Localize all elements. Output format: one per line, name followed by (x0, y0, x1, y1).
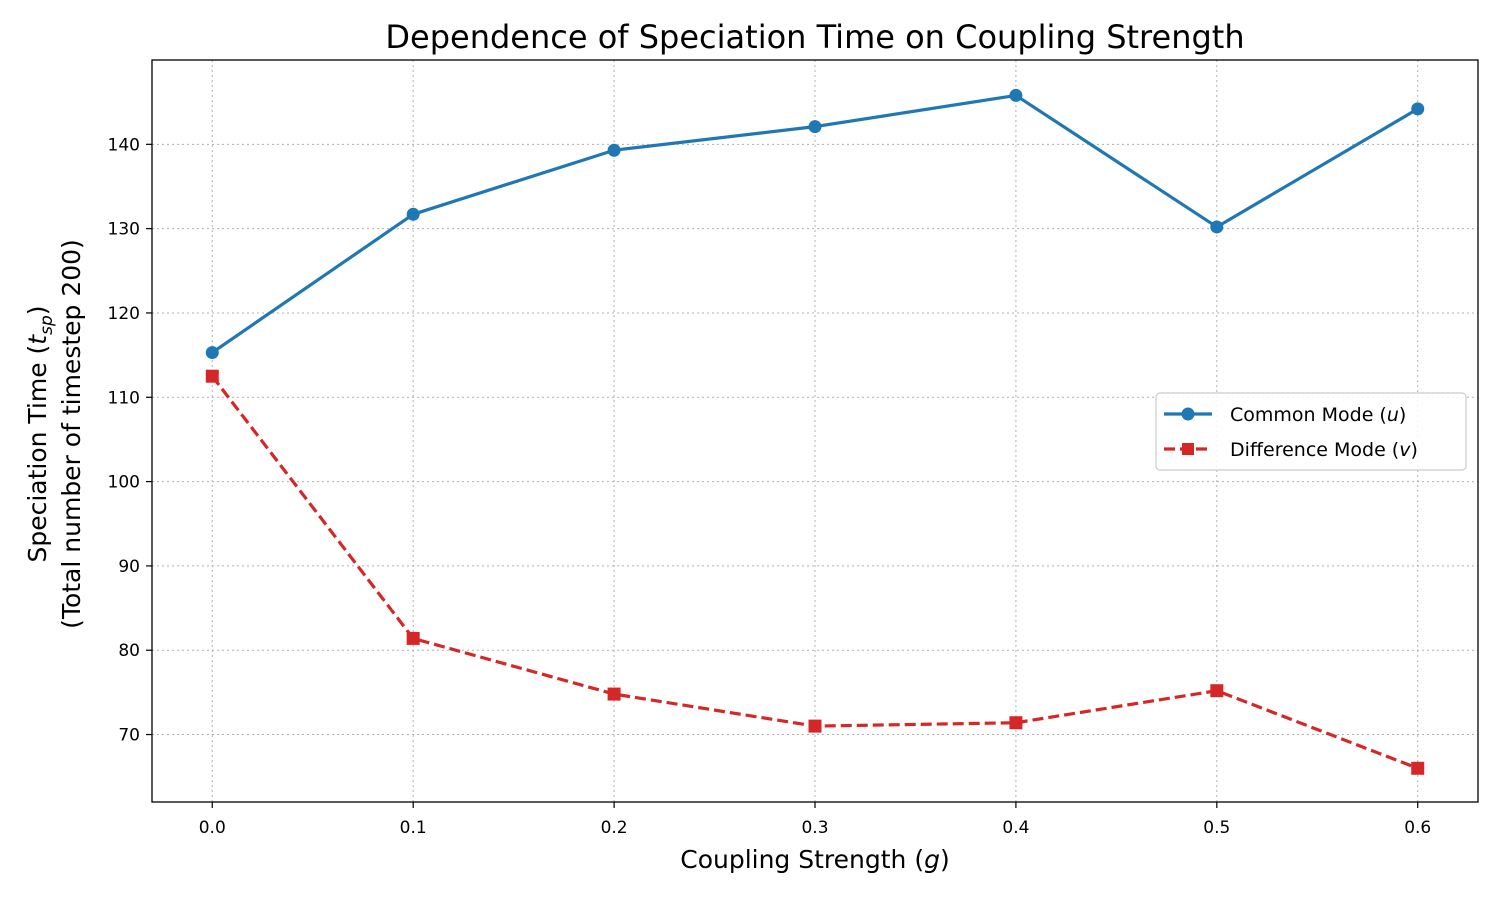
y-axis-label: Speciation Time (tsp) (Total number of t… (23, 239, 86, 629)
y-tick-label: 100 (108, 473, 140, 493)
chart-title: Dependence of Speciation Time on Couplin… (385, 18, 1244, 56)
legend-common-label: Common Mode (u) (1230, 404, 1406, 426)
x-axis-ticks: 0.0 0.1 0.2 0.3 0.4 0.5 0.6 (199, 802, 1431, 838)
difference-point (1009, 716, 1023, 730)
difference-point (607, 687, 621, 701)
legend-difference-name: Difference Mode ( (1230, 439, 1399, 461)
common-point (205, 346, 219, 360)
legend-difference-var: v (1399, 439, 1411, 461)
common-point (1411, 102, 1425, 116)
series-layer (205, 88, 1425, 775)
x-tick-label: 0.1 (400, 818, 427, 838)
legend-common-marker (1181, 407, 1195, 421)
y-tick-label: 80 (118, 641, 140, 661)
legend-difference-label: Difference Mode (v) (1230, 439, 1418, 461)
y-tick-label: 130 (108, 220, 140, 240)
x-tick-label: 0.0 (199, 818, 226, 838)
common-point (1210, 220, 1224, 234)
difference-point (205, 369, 219, 383)
x-tick-label: 0.4 (1002, 818, 1029, 838)
common-series-line (211, 93, 1419, 354)
x-tick-label: 0.6 (1404, 818, 1431, 838)
legend-difference-marker (1182, 443, 1194, 455)
x-axis-label-end: ) (940, 845, 950, 874)
x-tick-label: 0.2 (601, 818, 628, 838)
common-point (808, 120, 822, 134)
y-tick-label: 110 (108, 388, 140, 408)
legend-common-end: ) (1399, 404, 1406, 426)
y-axis-label-var: t (23, 334, 52, 345)
legend: Common Mode (u) Difference Mode (v) (1155, 392, 1467, 471)
y-axis-label-line1: Speciation Time (tsp) (23, 305, 57, 562)
y-axis-label-text: Speciation Time ( (23, 345, 52, 563)
x-tick-label: 0.3 (801, 818, 828, 838)
x-tick-label: 0.5 (1203, 818, 1230, 838)
y-axis-label-line2: (Total number of timestep 200) (57, 239, 86, 629)
y-axis-ticks: 70 80 90 100 110 120 130 140 (108, 135, 152, 746)
common-point (607, 143, 621, 157)
x-axis-label-var: g (924, 845, 940, 874)
legend-box (1155, 392, 1467, 471)
legend-difference-end: ) (1410, 439, 1417, 461)
y-tick-label: 90 (118, 557, 140, 577)
y-tick-label: 70 (118, 726, 140, 746)
y-tick-label: 120 (108, 304, 140, 324)
y-tick-label: 140 (108, 135, 140, 155)
y-axis-label-sub: sp (37, 315, 57, 335)
common-point (1009, 88, 1023, 102)
common-point (406, 207, 420, 221)
difference-point (1210, 684, 1224, 698)
y-axis-label-end: ) (23, 305, 52, 315)
legend-common-name: Common Mode ( (1230, 404, 1387, 426)
difference-point (1411, 761, 1425, 775)
x-axis-label-text: Coupling Strength ( (680, 845, 924, 874)
legend-common-var: u (1387, 404, 1399, 426)
difference-point (406, 631, 420, 645)
x-axis-label: Coupling Strength (g) (680, 845, 950, 874)
difference-point (808, 719, 822, 733)
